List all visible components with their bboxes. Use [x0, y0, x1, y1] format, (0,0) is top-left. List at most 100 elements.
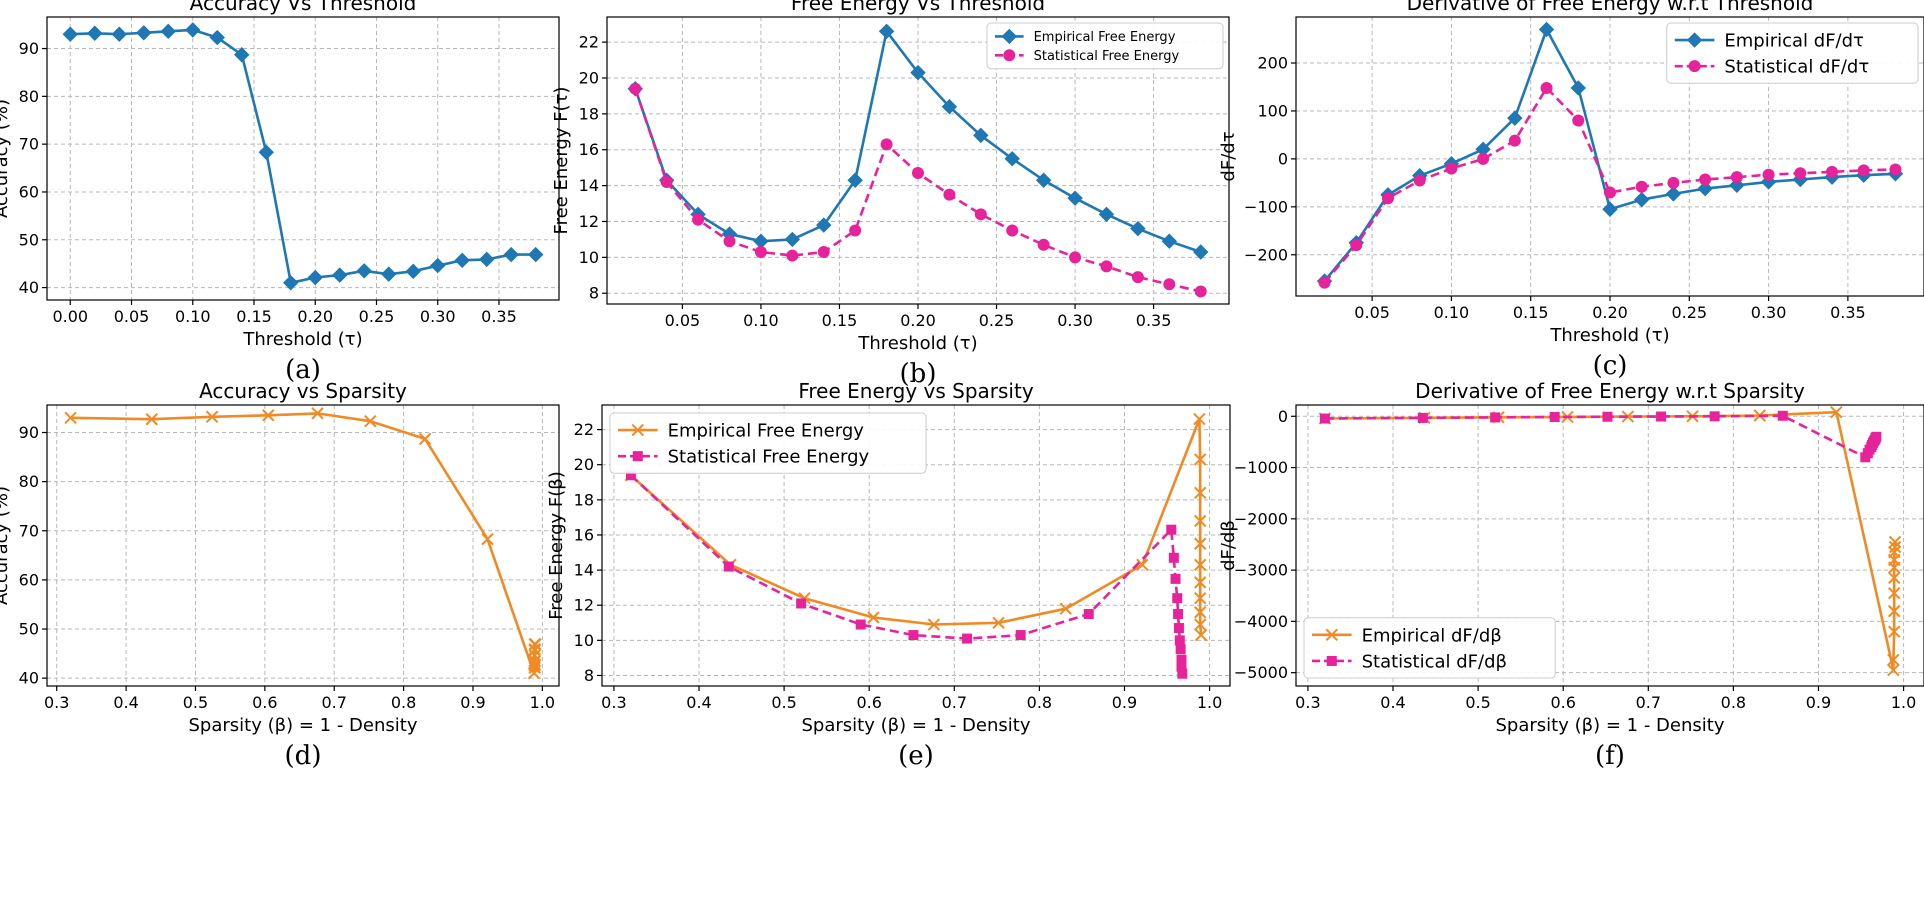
y-tick-label: −4000 [1234, 612, 1288, 631]
data-point [1549, 411, 1560, 422]
data-point [62, 26, 78, 42]
data-point [1656, 411, 1667, 422]
data-point [660, 176, 673, 189]
subplot-d: 0.3 0.4 0.5 0.6 0.7 0.8 0.9 1.0 40 50 60 70 80 90 Accu… [0, 379, 560, 771]
panel-caption: (a) [285, 355, 321, 385]
data-point [1413, 174, 1426, 187]
x-axis-label: Sparsity (β) = 1 - Density [802, 715, 1031, 736]
data-point [1174, 635, 1185, 646]
y-tick-label: 90 [19, 423, 39, 442]
legend-marker [1688, 60, 1701, 73]
x-tick-label: 0.25 [1671, 303, 1707, 322]
data-point [908, 630, 919, 641]
y-tick-label: −200 [1244, 245, 1288, 264]
x-tick-label: 0.4 [1380, 693, 1405, 712]
legend: Empirical dF/dβ Statistical dF/dβ [1303, 617, 1556, 679]
data-point [1445, 162, 1458, 175]
series-statistical-free-energy [629, 82, 1207, 298]
legend: Empirical dF/dτ Statistical dF/dτ [1666, 22, 1919, 84]
data-point [1194, 618, 1207, 631]
data-point [1508, 134, 1521, 147]
data-point [283, 275, 299, 291]
x-tick-label: 0.20 [1592, 303, 1628, 322]
x-tick-label: 0.35 [1830, 303, 1866, 322]
data-point [817, 245, 830, 258]
data-point [1665, 186, 1682, 202]
y-tick-label: −3000 [1234, 561, 1288, 580]
data-point [1602, 411, 1613, 422]
x-tick-label: 0.10 [743, 311, 779, 330]
data-point [64, 411, 77, 424]
y-tick-label: 40 [19, 669, 39, 688]
chart-title: Accuracy vs Sparsity [199, 379, 407, 403]
chart-title: Derivative of Free Energy w.r.t Threshol… [1407, 0, 1814, 15]
legend-marker [632, 451, 643, 462]
data-point [529, 638, 542, 651]
y-tick-label: 8 [589, 284, 599, 303]
data-point [160, 23, 176, 40]
panel-caption: (d) [285, 741, 322, 771]
y-tick-label: 14 [574, 561, 594, 580]
data-point [87, 25, 103, 41]
chart-title: Free Energy vs Sparsity [798, 379, 1033, 403]
data-point [1194, 606, 1207, 619]
data-point [816, 217, 832, 233]
x-tick-label: 0.30 [420, 307, 456, 326]
x-tick-label: 0.30 [1751, 303, 1787, 322]
data-point [1888, 625, 1901, 638]
data-point [796, 598, 807, 609]
data-point [1173, 623, 1184, 634]
legend-box [986, 22, 1224, 70]
data-point [1037, 238, 1050, 251]
data-point [1067, 190, 1083, 206]
x-tick-label: 0.20 [900, 311, 936, 330]
data-point [784, 231, 801, 248]
data-point [1490, 412, 1501, 423]
data-point [1035, 172, 1052, 188]
data-point [1699, 173, 1712, 186]
chart-title: Derivative of Free Energy w.r.t Sparsity [1415, 379, 1805, 403]
data-point [1477, 152, 1490, 165]
x-tick-label: 0.5 [771, 693, 796, 712]
x-tick-label: 0.35 [481, 307, 517, 326]
x-tick-label: 0.3 [1295, 693, 1320, 712]
data-point [1194, 537, 1207, 550]
data-point [1318, 276, 1331, 289]
data-point [1762, 168, 1775, 181]
data-point [1173, 608, 1184, 619]
data-point [1538, 21, 1555, 38]
data-point [1130, 220, 1146, 237]
data-point [1319, 413, 1330, 424]
y-tick-label: 60 [19, 182, 39, 201]
data-point [878, 23, 895, 40]
data-point [1194, 285, 1207, 298]
y-tick-label: 22 [574, 420, 594, 439]
data-point [307, 269, 323, 286]
data-point [973, 127, 989, 144]
x-tick-label: 0.4 [113, 693, 138, 712]
y-tick-label: 16 [579, 140, 599, 159]
x-tick-label: 0.20 [297, 307, 333, 326]
data-point [867, 611, 880, 624]
y-tick-label: 50 [19, 620, 39, 639]
data-point [1194, 453, 1207, 466]
data-point [1176, 654, 1187, 665]
data-point [1194, 628, 1208, 642]
data-point [1350, 239, 1363, 252]
grid [47, 405, 559, 686]
series-accuracy [62, 22, 544, 291]
data-point [1193, 412, 1206, 426]
data-point [1889, 163, 1902, 176]
subplot-f: 0.3 0.4 0.5 0.6 0.7 0.8 0.9 1.0 −5000 −4000 −3000 −… [1218, 379, 1924, 771]
y-tick-label: 40 [19, 278, 39, 297]
x-tick-label: 0.05 [114, 307, 150, 326]
data-point [1193, 244, 1209, 260]
data-point [1098, 206, 1115, 223]
y-tick-label: 10 [579, 248, 599, 267]
data-point [855, 619, 866, 630]
data-point [629, 82, 642, 95]
y-tick-label: −100 [1244, 197, 1288, 216]
data-point [1163, 278, 1176, 291]
data-point [1777, 410, 1788, 421]
data-point [1161, 233, 1178, 249]
